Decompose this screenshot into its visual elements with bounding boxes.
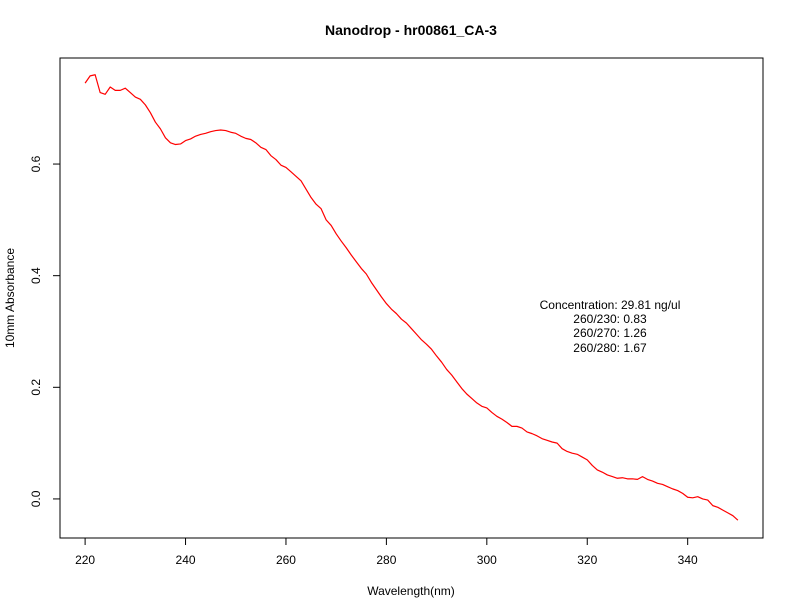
absorbance-series-line <box>84 74 739 521</box>
x-tick-label: 300 <box>477 553 497 567</box>
x-tick-label: 340 <box>678 553 698 567</box>
x-axis: 220 240 260 280 300 320 340 <box>75 537 698 567</box>
x-tick-label: 320 <box>577 553 597 567</box>
annotation-ratio-260-270: 260/270: 1.26 <box>573 326 647 340</box>
x-axis-label: Wavelength(nm) <box>367 584 455 598</box>
chart-title: Nanodrop - hr00861_CA-3 <box>325 22 497 38</box>
annotation-ratio-260-230: 260/230: 0.83 <box>573 312 647 326</box>
x-tick-label: 260 <box>276 553 296 567</box>
annotation-ratio-260-280: 260/280: 1.67 <box>573 341 647 355</box>
annotation-block: Concentration: 29.81 ng/ul 260/230: 0.83… <box>540 298 681 355</box>
y-axis-label: 10mm Absorbance <box>3 248 17 348</box>
series-layer <box>84 74 739 521</box>
y-tick-label: 0.0 <box>29 490 43 507</box>
x-tick-label: 220 <box>75 553 95 567</box>
annotation-concentration: Concentration: 29.81 ng/ul <box>540 298 681 312</box>
y-tick-label: 0.4 <box>29 267 43 284</box>
x-tick-label: 280 <box>376 553 396 567</box>
y-axis: 0.0 0.2 0.4 0.6 <box>29 155 61 507</box>
y-tick-label: 0.2 <box>29 379 43 396</box>
x-tick-label: 240 <box>176 553 196 567</box>
y-tick-label: 0.6 <box>29 155 43 172</box>
